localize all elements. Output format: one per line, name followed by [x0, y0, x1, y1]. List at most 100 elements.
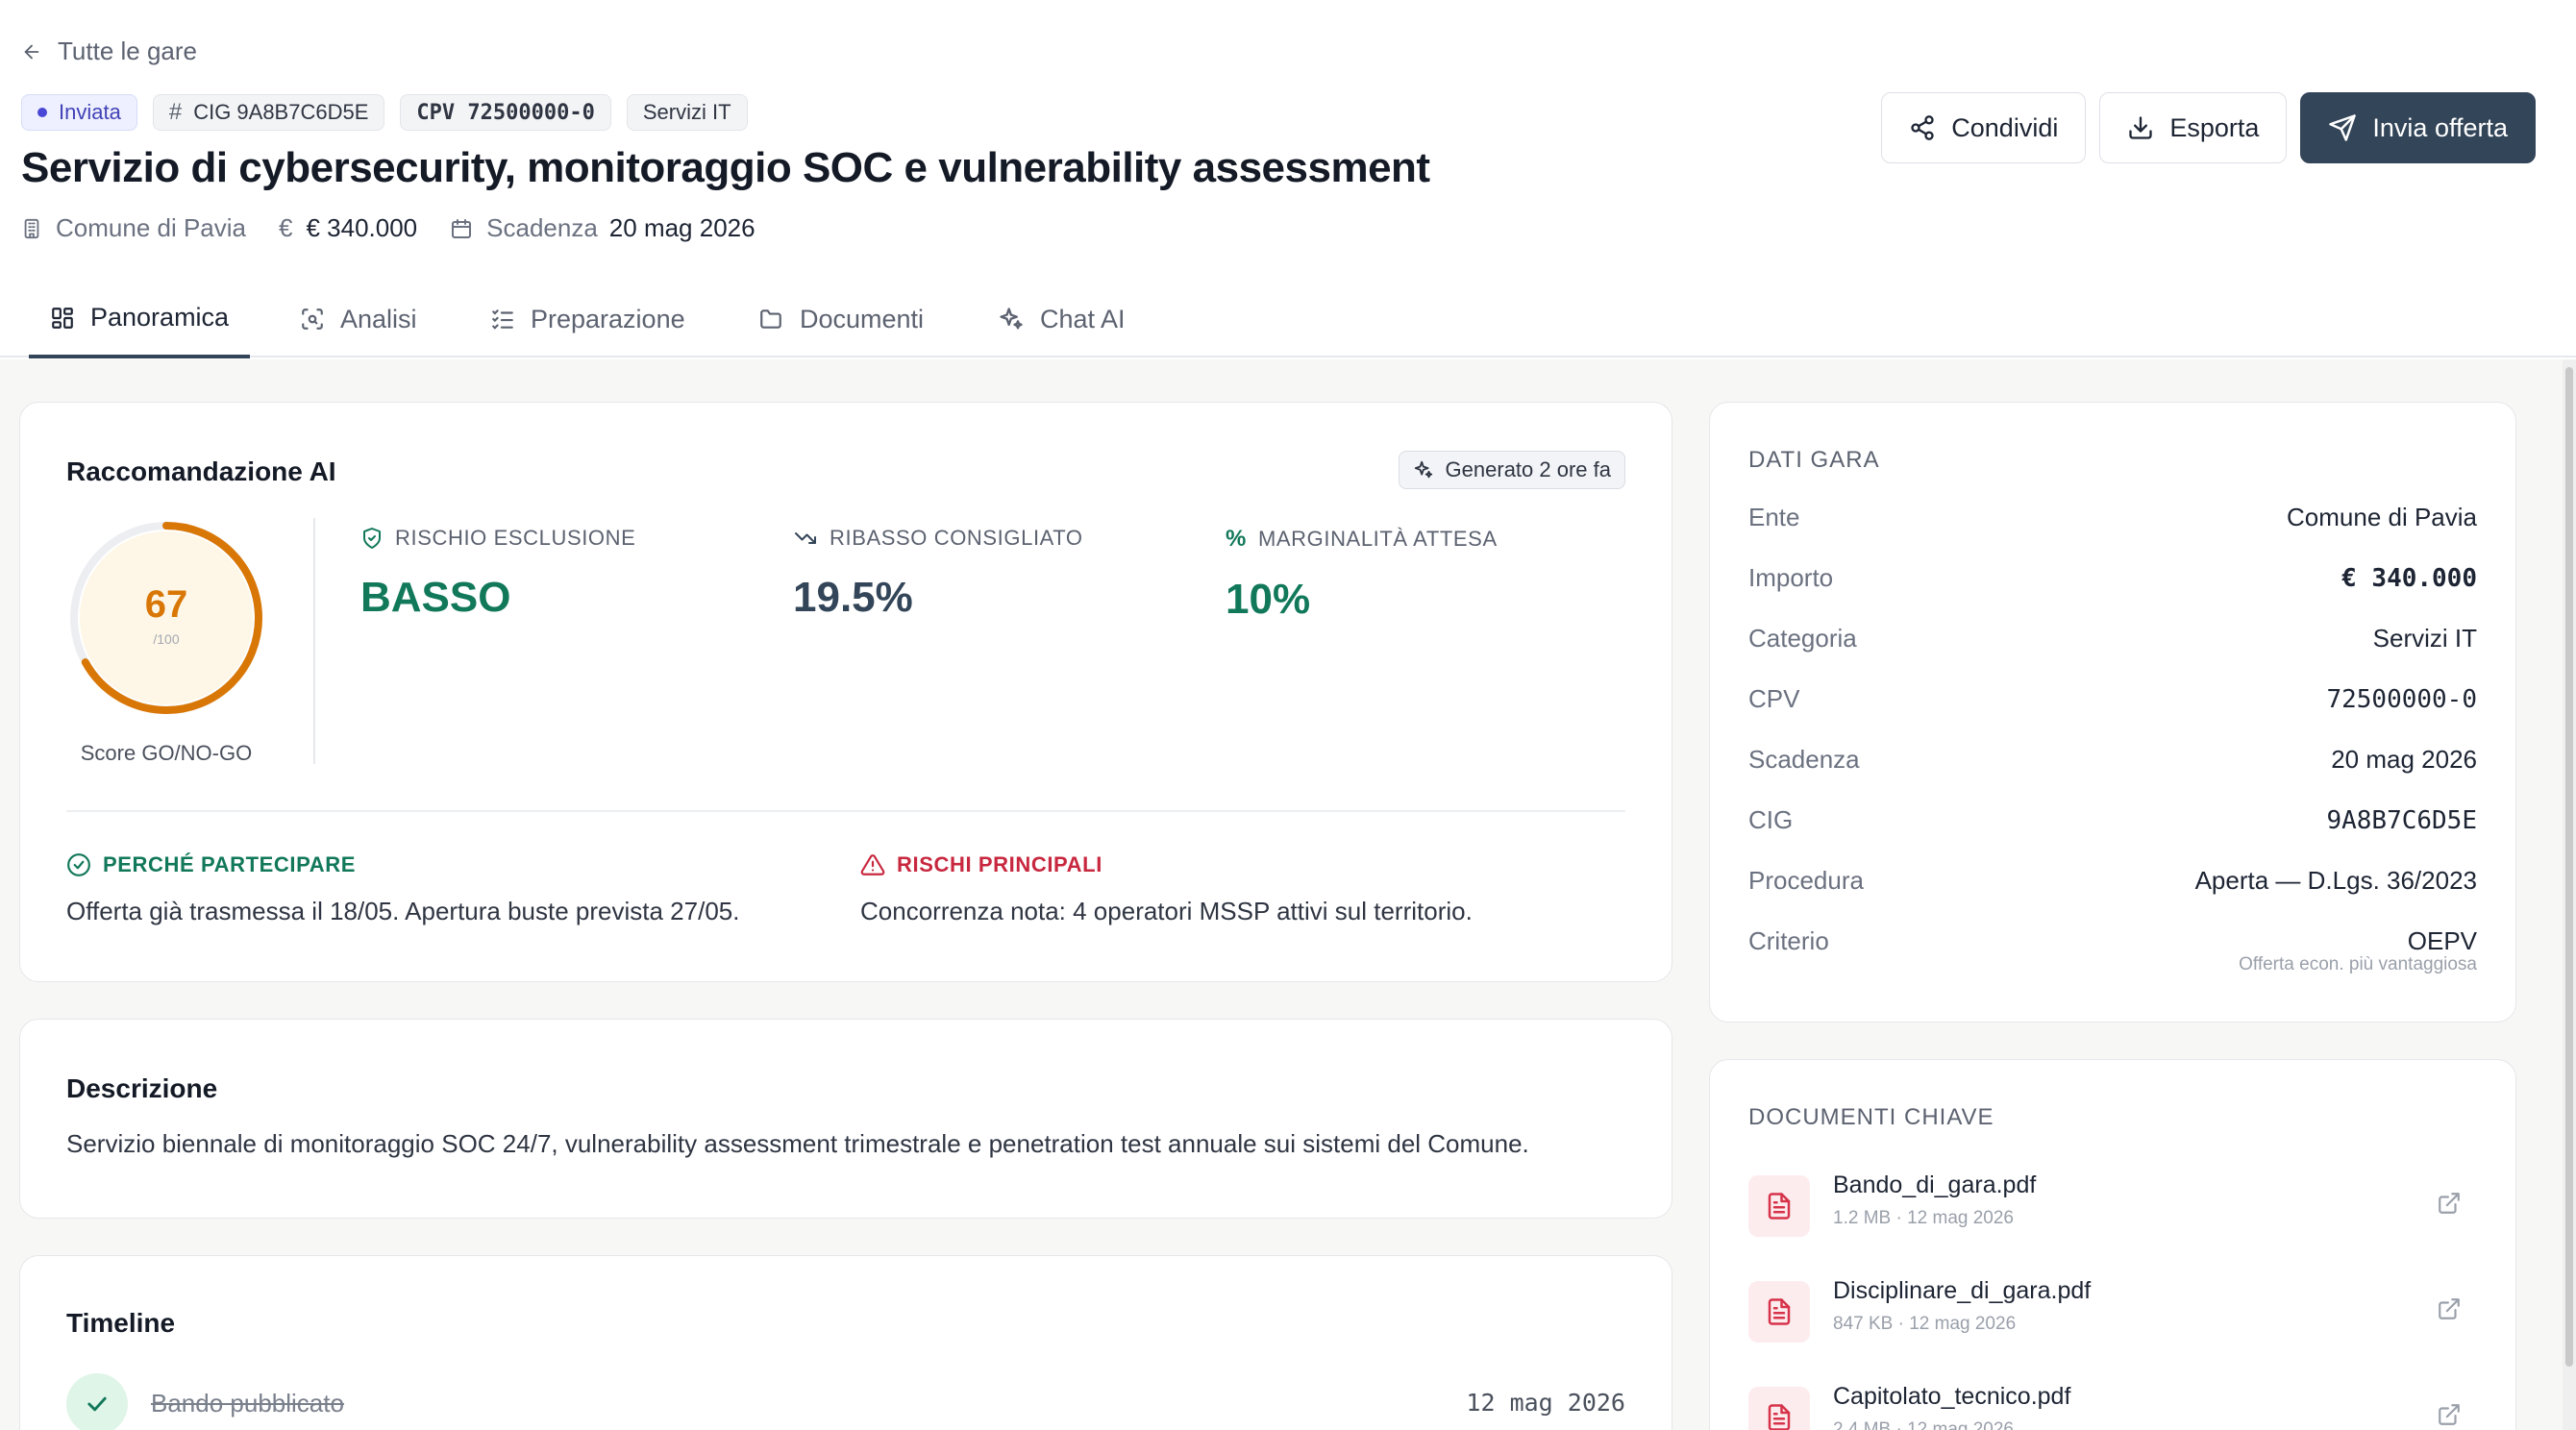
tender-data-value: 9A8B7C6D5E: [2326, 806, 2477, 835]
tender-data-row: Scadenza 20 mag 2026: [1748, 745, 2477, 783]
meta-deadline: Scadenza 20 mag 2026: [450, 213, 755, 243]
hash-icon: #: [168, 99, 183, 125]
score-value: 67: [144, 583, 188, 626]
tender-data-key: Importo: [1748, 563, 1834, 592]
tab-chat-ai[interactable]: Chat AI: [977, 281, 1147, 358]
status-badge: Inviata: [21, 94, 137, 131]
meta-amount-value: € 340.000: [306, 213, 418, 242]
description-text: Servizio biennale di monitoraggio SOC 24…: [66, 1129, 1529, 1158]
external-link-icon[interactable]: [2437, 1191, 2462, 1216]
meta-amount: € € 340.000: [279, 213, 417, 243]
tender-data-key: Categoria: [1748, 624, 1857, 653]
cig-badge-label: CIG 9A8B7C6D5E: [193, 100, 369, 124]
download-icon: [2129, 116, 2153, 139]
tender-data-key: CIG: [1748, 805, 1794, 834]
meta-deadline-value: 20 mag 2026: [608, 213, 755, 242]
back-link[interactable]: Tutte le gare: [21, 37, 197, 66]
tab-panoramica-label: Panoramica: [90, 303, 230, 332]
document-name: Disciplinare_di_gara.pdf: [1833, 1277, 2092, 1304]
header-actions: Condividi Esporta Invia offerta: [1881, 92, 2536, 163]
tender-data-value: 20 mag 2026: [2331, 745, 2477, 774]
file-text-icon: [1748, 1175, 1810, 1237]
back-link-label: Tutte le gare: [58, 37, 198, 65]
metric-expected-margin-value: 10%: [1226, 576, 1311, 623]
scrollbar-thumb[interactable]: [2565, 367, 2573, 1367]
tender-data-value: 72500000-0: [2326, 685, 2477, 714]
tab-documenti[interactable]: Documenti: [736, 281, 945, 358]
export-button[interactable]: Esporta: [2099, 92, 2288, 163]
metric-recommended-discount-label: RIBASSO CONSIGLIATO: [830, 526, 1083, 550]
status-dot: [37, 108, 47, 117]
export-button-label: Esporta: [2169, 112, 2260, 142]
arrow-left-icon: [24, 44, 39, 59]
checklist-icon: [492, 309, 513, 330]
tender-data-title: DATI GARA: [1748, 447, 1880, 473]
generated-badge: Generato 2 ore fa: [1398, 451, 1625, 489]
tab-preparazione[interactable]: Preparazione: [469, 281, 706, 358]
external-link-icon[interactable]: [2437, 1402, 2462, 1427]
check-icon: [87, 1396, 107, 1412]
status-badge-label: Inviata: [59, 100, 121, 124]
metric-recommended-discount: RIBASSO CONSIGLIATO 19.5%: [793, 526, 1083, 622]
alert-triangle-icon: [860, 854, 885, 875]
tender-data-value: OEPV: [2407, 926, 2477, 955]
submit-offer-button[interactable]: Invia offerta: [2300, 92, 2536, 163]
tender-data-row: Procedura Aperta — D.Lgs. 36/2023: [1748, 866, 2477, 904]
share-button-label: Condividi: [1951, 112, 2059, 142]
share-button[interactable]: Condividi: [1881, 92, 2087, 163]
horizontal-divider: [66, 810, 1625, 812]
document-meta: 847 KB · 12 mag 2026: [1833, 1314, 2017, 1334]
tab-analisi[interactable]: Analisi: [279, 281, 438, 358]
tender-data-key: CPV: [1748, 684, 1800, 713]
timeline-item-status: [66, 1373, 128, 1430]
metric-expected-margin-header: % MARGINALITÀ ATTESA: [1226, 526, 1498, 553]
tab-documenti-label: Documenti: [800, 304, 925, 333]
grid-icon: [52, 307, 73, 329]
tab-preparazione-label: Preparazione: [531, 304, 685, 333]
score-label: Score GO/NO-GO: [80, 741, 253, 765]
why-participate-text: Offerta già trasmessa il 18/05. Apertura…: [66, 897, 740, 925]
shield-check-icon: [363, 528, 381, 549]
tender-data-row: Criterio OEPV: [1748, 926, 2477, 965]
cpv-badge: CPV 72500000-0: [400, 94, 611, 131]
meta-entity-label: Comune di Pavia: [56, 213, 246, 242]
tender-data-row: Ente Comune di Pavia: [1748, 503, 2477, 541]
file-text-icon: [1748, 1387, 1810, 1430]
tab-panoramica[interactable]: Panoramica: [29, 281, 251, 358]
key-documents-title: DOCUMENTI CHIAVE: [1748, 1104, 1994, 1130]
sparkles-icon: [1414, 460, 1432, 479]
check-circle-icon: [67, 853, 90, 876]
euro-icon: €: [279, 213, 293, 242]
badge-row: Inviata # CIG 9A8B7C6D5E CPV 72500000-0 …: [21, 94, 748, 131]
document-item[interactable]: Disciplinare_di_gara.pdf 847 KB · 12 mag…: [1748, 1275, 2477, 1352]
main-risks-label: RISCHI PRINCIPALI: [897, 852, 1102, 876]
percent-icon: %: [1226, 526, 1247, 552]
meta-deadline-label: Scadenza: [486, 213, 598, 242]
document-name: Bando_di_gara.pdf: [1833, 1171, 2037, 1198]
sparkles-icon: [1000, 308, 1023, 330]
tender-data-value: Servizi IT: [2372, 624, 2477, 653]
file-text-icon: [1748, 1281, 1810, 1343]
metric-recommended-discount-header: RIBASSO CONSIGLIATO: [793, 526, 1083, 551]
tender-data-row: CPV 72500000-0: [1748, 684, 2477, 723]
main-risks-header: RISCHI PRINCIPALI: [860, 852, 1473, 877]
tender-data-key: Ente: [1748, 503, 1800, 531]
key-documents-card: DOCUMENTI CHIAVE Bando_di_gara.pdf 1.2 M…: [1709, 1059, 2516, 1430]
document-item[interactable]: Bando_di_gara.pdf 1.2 MB · 12 mag 2026: [1748, 1170, 2477, 1246]
timeline-card: Timeline Bando pubblicato 12 mag 2026: [19, 1255, 1672, 1430]
tender-data-value: Aperta — D.Lgs. 36/2023: [2194, 866, 2477, 895]
tender-data-row: Categoria Servizi IT: [1748, 624, 2477, 662]
tender-data-value: Comune di Pavia: [2287, 503, 2477, 531]
category-badge: Servizi IT: [626, 94, 748, 131]
tab-analisi-label: Analisi: [340, 304, 417, 333]
document-meta: 1.2 MB · 12 mag 2026: [1833, 1208, 2014, 1228]
why-participate-header: PERCHÉ PARTECIPARE: [66, 852, 739, 877]
why-participate-label: PERCHÉ PARTECIPARE: [103, 852, 357, 876]
metric-exclusion-risk-value: BASSO: [360, 574, 511, 621]
description-card: Descrizione Servizio biennale di monitor…: [19, 1019, 1672, 1219]
page-scrollbar[interactable]: [2563, 359, 2576, 1430]
document-item[interactable]: Capitolato_tecnico.pdf 2.4 MB · 12 mag 2…: [1748, 1381, 2477, 1430]
cpv-badge-label: CPV 72500000-0: [416, 100, 595, 125]
category-badge-label: Servizi IT: [642, 100, 731, 124]
external-link-icon[interactable]: [2437, 1296, 2462, 1321]
